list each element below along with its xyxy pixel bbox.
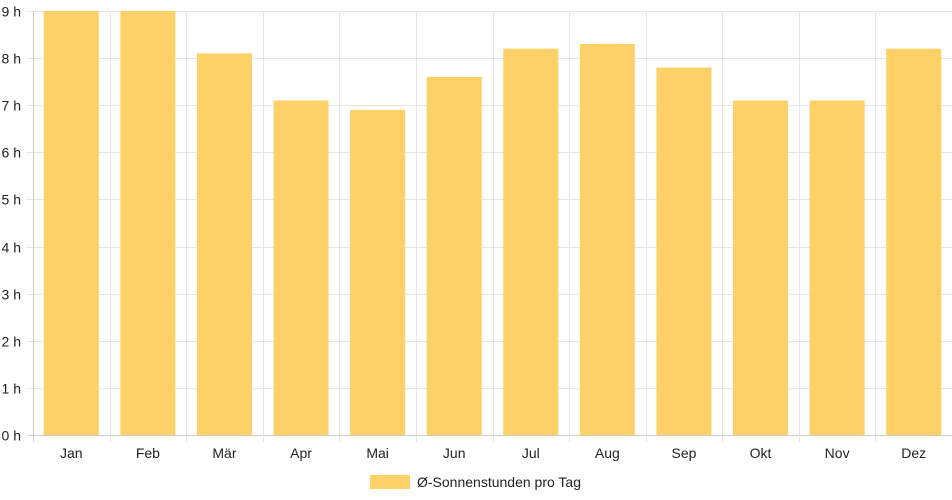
x-axis-ticks: Jan Feb Mär Apr Mai Jun Jul Aug Sep Okt Nov Dez — [60, 445, 926, 461]
y-tick-label: 2 h — [2, 334, 21, 350]
x-tick-label: Apr — [290, 445, 312, 461]
bar-feb[interactable] — [120, 11, 176, 435]
grid-lines — [27, 11, 952, 442]
y-axis-ticks: 0 h 1 h 2 h 3 h 4 h 5 h 6 h 7 h 8 h 9 h — [2, 4, 21, 444]
bar-mai[interactable] — [350, 109, 406, 435]
legend[interactable]: Ø-Sonnenstunden pro Tag — [370, 474, 581, 490]
x-tick-label: Nov — [825, 445, 850, 461]
bar-series — [43, 11, 942, 436]
x-tick-label: Aug — [595, 445, 620, 461]
y-tick-label: 7 h — [2, 98, 21, 114]
y-tick-label: 1 h — [2, 381, 21, 397]
y-tick-label: 5 h — [2, 192, 21, 208]
x-tick-label: Sep — [671, 445, 696, 461]
bar-jan[interactable] — [43, 11, 99, 435]
x-tick-label: Jul — [522, 445, 540, 461]
y-tick-label: 6 h — [2, 145, 21, 161]
x-tick-label: Mai — [366, 445, 389, 461]
bar-nov[interactable] — [809, 100, 865, 435]
x-tick-label: Okt — [750, 445, 772, 461]
x-tick-label: Jun — [443, 445, 466, 461]
legend-swatch[interactable] — [370, 475, 410, 489]
bar-jun[interactable] — [426, 76, 482, 435]
legend-label[interactable]: Ø-Sonnenstunden pro Tag — [417, 474, 581, 490]
bar-jul[interactable] — [503, 48, 559, 435]
bar-okt[interactable] — [733, 100, 789, 435]
x-tick-label: Dez — [901, 445, 926, 461]
x-tick-label: Jan — [60, 445, 83, 461]
bar-aug[interactable] — [579, 43, 635, 435]
bar-sep[interactable] — [656, 67, 712, 436]
y-tick-label: 0 h — [2, 428, 21, 444]
y-tick-label: 8 h — [2, 51, 21, 67]
y-tick-label: 4 h — [2, 240, 21, 256]
y-tick-label: 3 h — [2, 287, 21, 303]
x-tick-label: Mär — [212, 445, 236, 461]
bar-apr[interactable] — [273, 100, 329, 435]
x-tick-label: Feb — [136, 445, 160, 461]
bar-mär[interactable] — [196, 53, 252, 436]
bar-dez[interactable] — [886, 48, 942, 435]
y-tick-label: 9 h — [2, 4, 21, 20]
